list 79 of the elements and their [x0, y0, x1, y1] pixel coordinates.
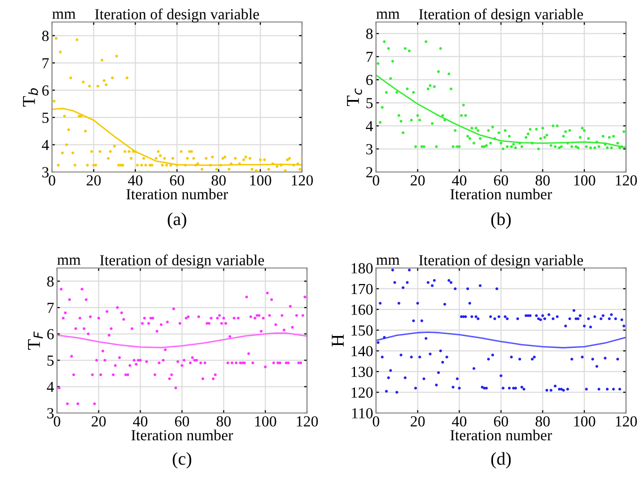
text: (d)	[491, 452, 511, 469]
y-tick-label: 3	[366, 144, 373, 154]
x-tick-label: 120	[616, 416, 637, 427]
chart-title: Iteration of design variable	[100, 254, 264, 269]
y-tick-label: 8	[366, 28, 373, 39]
y-tick-label: 120	[352, 387, 373, 398]
y-tick-label: 6	[47, 329, 54, 340]
y-axis-title: T$_{b}$	[23, 88, 38, 107]
y-tick-label: 3	[47, 408, 54, 418]
x-tick-label: 100	[574, 175, 596, 186]
x-tick-label: 20	[86, 175, 101, 186]
x-axis-title: Iteration number	[126, 188, 228, 200]
x-tick-label: 80	[212, 175, 226, 186]
x-axis-title: Iteration number	[450, 188, 552, 200]
x-tick-label: 100	[255, 416, 276, 427]
y-axis-title: T$_{c}$	[347, 88, 362, 106]
chart-title: Iteration of design variable	[419, 254, 583, 269]
y-axis-title: H	[332, 334, 344, 346]
y-tick-label: 150	[352, 325, 373, 336]
text: mm	[376, 12, 400, 19]
x-tick-label: 80	[536, 175, 550, 186]
x-tick-label: 40	[452, 175, 466, 186]
x-tick-label: 100	[250, 175, 272, 186]
x-tick-label: 60	[494, 416, 508, 427]
x-tick-label: 0	[54, 416, 60, 427]
x-axis-title: Iteration number	[131, 430, 233, 440]
x-tick-label: 100	[574, 416, 596, 427]
y-tick-label: 170	[352, 284, 373, 294]
line-series	[376, 74, 626, 148]
text: (c)	[172, 452, 192, 469]
text: (b)	[491, 212, 511, 229]
text: mm	[57, 258, 81, 265]
y-tick-label: 5	[366, 98, 373, 108]
y-tick-label: 7	[366, 52, 373, 62]
x-tick-label: 40	[132, 416, 148, 427]
x-tick-label: 20	[410, 416, 425, 427]
x-tick-label: 40	[128, 175, 142, 186]
y-tick-label: 5	[42, 112, 49, 123]
y-tick-label: 180	[352, 263, 373, 274]
x-tick-label: 40	[452, 416, 466, 427]
line-series	[52, 108, 302, 166]
text: (a)	[168, 212, 186, 229]
x-tick-label: 0	[372, 175, 380, 186]
y-tick-label: 7	[42, 58, 49, 68]
y-tick-label: 4	[46, 382, 54, 392]
x-tick-label: 80	[216, 416, 231, 427]
line-series	[376, 332, 626, 348]
text: mm	[376, 258, 400, 265]
y-tick-label: 160	[352, 304, 373, 315]
x-tick-label: 120	[616, 175, 637, 186]
y-tick-label: 4	[366, 121, 373, 132]
y-tick-label: 5	[47, 356, 54, 366]
x-tick-label: 60	[175, 416, 190, 427]
x-axis-title: Iteration number	[450, 430, 552, 440]
y-tick-label: 8	[42, 30, 49, 42]
y-tick-label: 6	[42, 85, 49, 96]
x-tick-label: 20	[92, 416, 106, 427]
y-tick-label: 4	[42, 140, 49, 150]
x-tick-label: 0	[48, 175, 56, 186]
y-tick-label: 2	[366, 167, 372, 178]
text: mm	[52, 12, 76, 19]
y-tick-label: 130	[352, 366, 373, 378]
y-tick-label: 140	[352, 346, 373, 356]
chart-title: Iteration of design variable	[95, 8, 259, 23]
y-tick-label: 6	[366, 74, 373, 86]
y-tick-label: 3	[42, 167, 49, 178]
line-series	[57, 332, 307, 348]
x-tick-label: 120	[296, 416, 318, 427]
y-tick-label: 110	[352, 408, 373, 418]
x-tick-label: 60	[170, 175, 184, 186]
x-tick-label: 80	[536, 416, 550, 427]
y-tick-label: 8	[47, 276, 54, 287]
x-tick-label: 0	[372, 416, 380, 427]
x-tick-label: 120	[292, 175, 313, 186]
chart-title: Iteration of design variable	[419, 8, 583, 23]
x-tick-label: 20	[410, 175, 425, 186]
x-tick-label: 60	[494, 175, 508, 186]
y-axis-title: T$_{F}$	[28, 331, 43, 350]
y-tick-label: 7	[48, 302, 54, 313]
